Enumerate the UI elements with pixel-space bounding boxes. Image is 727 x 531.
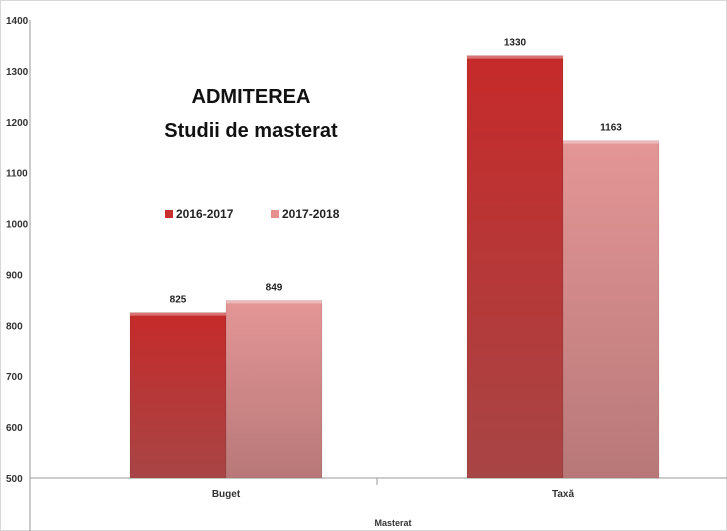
bar-top-highlight xyxy=(226,300,322,304)
legend-swatch-2016-2017 xyxy=(165,210,173,218)
data-label: 1330 xyxy=(504,38,527,49)
legend: 2016-2017 2017-2018 xyxy=(165,207,340,221)
chart-title: ADMITEREA xyxy=(192,86,311,108)
y-tick-label: 600 xyxy=(6,423,23,434)
x-category-label: Buget xyxy=(212,489,241,500)
legend-swatch-2017-2018 xyxy=(271,210,279,218)
bar-2016-2017-Buget xyxy=(129,312,227,479)
y-tick-label: 900 xyxy=(6,270,23,281)
y-tick-label: 1000 xyxy=(6,220,29,231)
y-axis-ticks: 500 600 700 800 900 1000 1100 1200 1300 1400 xyxy=(6,16,29,485)
bars xyxy=(129,55,660,479)
legend-label-2016-2017: 2016-2017 xyxy=(176,207,234,221)
legend-label-2017-2018: 2017-2018 xyxy=(282,207,340,221)
chart-subtitle: Studii de masterat xyxy=(164,120,338,142)
bar-2016-2017-Taxă xyxy=(466,55,564,479)
bar-top-highlight xyxy=(467,55,563,59)
data-labels: 825 1330 849 1163 xyxy=(170,38,623,306)
y-tick-label: 1100 xyxy=(6,169,28,180)
bar-top-highlight xyxy=(130,312,226,316)
bar-top-highlight xyxy=(563,140,659,144)
y-tick-label: 1300 xyxy=(6,67,29,78)
y-tick-label: 1200 xyxy=(6,118,29,129)
x-axis-categories: Buget Taxă xyxy=(212,489,575,500)
data-label: 825 xyxy=(170,295,187,306)
data-label: 1163 xyxy=(600,123,622,134)
y-tick-label: 800 xyxy=(6,321,23,332)
bar-2017-2018-Taxă xyxy=(562,140,660,479)
data-label: 849 xyxy=(266,282,283,293)
y-tick-label: 500 xyxy=(6,474,23,485)
x-category-label: Taxă xyxy=(552,489,574,500)
y-tick-label: 1400 xyxy=(6,16,29,27)
x-axis-title: Masterat xyxy=(374,518,411,528)
y-tick-label: 700 xyxy=(6,372,23,383)
bar-2017-2018-Buget xyxy=(225,299,323,479)
